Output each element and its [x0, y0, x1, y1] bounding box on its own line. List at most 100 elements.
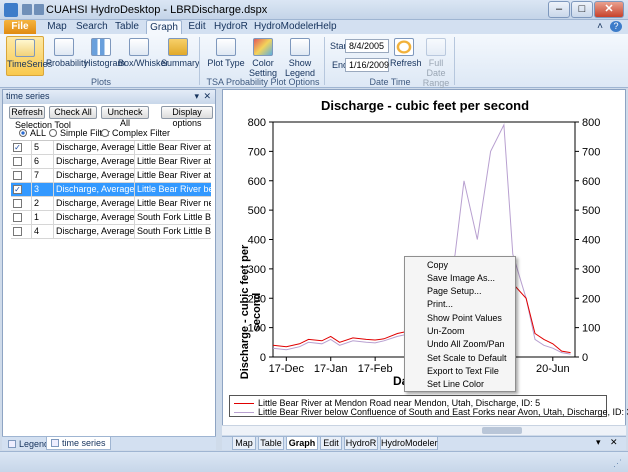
y-tick-label-right: 100 — [582, 323, 600, 335]
horizontal-scrollbar[interactable] — [222, 425, 626, 435]
row-checkbox[interactable] — [13, 199, 22, 208]
doc-tab-table[interactable]: Table — [258, 437, 284, 450]
radio-all[interactable]: ALL — [19, 128, 46, 138]
group-divider — [199, 37, 200, 85]
menu-item-print[interactable]: Print... — [427, 299, 454, 309]
tab-hydror[interactable]: HydroR — [214, 21, 248, 32]
tab-hydromodeler[interactable]: HydroModeler — [254, 21, 317, 32]
table-row[interactable]: 4 Discharge, Average South Fork Little B… — [11, 225, 211, 239]
refresh-icon — [394, 38, 414, 56]
plot-type-button[interactable]: Plot Type — [206, 36, 246, 76]
start-date-field[interactable]: 8/4/2005 — [345, 39, 389, 53]
probability-button[interactable]: Probability — [46, 36, 88, 76]
start-label: Start — [330, 41, 350, 51]
tab-table[interactable]: Table — [115, 21, 139, 32]
ribbon-tabs: File Map Search Table Graph Edit HydroR … — [0, 20, 628, 34]
doc-tab-hydror[interactable]: HydroR — [344, 437, 378, 450]
resize-grip-icon[interactable]: ⋰ — [613, 458, 622, 468]
pin-icon[interactable]: ▾ — [194, 91, 199, 101]
tab-legend[interactable]: Legend — [4, 437, 53, 450]
ribbon-minimize-icon[interactable]: ˄ — [597, 21, 603, 32]
tab-legend-label: Legend — [19, 438, 50, 449]
table-row[interactable]: ✓ 5 Discharge, Average Little Bear River… — [11, 141, 211, 155]
summary-button[interactable]: Summary — [161, 36, 200, 76]
tab-file[interactable]: File — [4, 20, 36, 34]
row-checkbox[interactable] — [13, 213, 22, 222]
refresh-list-button[interactable]: Refresh — [9, 106, 45, 119]
menu-item-set-line-color[interactable]: Set Line Color — [427, 379, 485, 389]
tab-graph[interactable]: Graph — [146, 20, 182, 34]
uncheck-all-button[interactable]: Uncheck All — [101, 106, 149, 128]
panel-close-icon[interactable]: ✕ — [203, 91, 211, 101]
x-tick-label: 17-Dec — [269, 363, 305, 375]
date-time-group-label: Date Time — [369, 77, 411, 87]
doc-close-icon[interactable]: ✕ — [610, 437, 618, 447]
full-date-range-icon — [426, 38, 446, 56]
table-row[interactable]: ✓ 3 Discharge, Average Little Bear River… — [11, 183, 211, 197]
tab-search[interactable]: Search — [76, 21, 108, 32]
table-row[interactable]: 6 Discharge, Average Little Bear River a… — [11, 155, 211, 169]
timeseries-icon — [15, 39, 35, 57]
row-checkbox[interactable]: ✓ — [13, 143, 22, 152]
quick-access-dropdown-icon[interactable] — [34, 4, 44, 15]
tab-list-icon[interactable]: ▾ — [596, 437, 601, 447]
y-tick-label-right: 600 — [582, 176, 600, 188]
tab-time-series[interactable]: time series — [46, 437, 111, 450]
save-icon[interactable] — [22, 4, 32, 15]
check-all-button[interactable]: Check All — [49, 106, 97, 119]
status-bar: ⋰ — [0, 451, 628, 472]
timeseries-button[interactable]: TimeSeries — [6, 36, 52, 76]
row-checkbox[interactable] — [13, 227, 22, 236]
row-checkbox[interactable] — [13, 171, 22, 180]
menu-item-export-text[interactable]: Export to Text File — [427, 366, 499, 376]
app-icon — [4, 3, 18, 17]
tab-help[interactable]: Help — [316, 21, 337, 32]
table-row[interactable]: 7 Discharge, Average Little Bear River a… — [11, 169, 211, 183]
plot-type-label: Plot Type — [207, 58, 245, 68]
table-row[interactable]: 2 Discharge, Average Little Bear River n… — [11, 197, 211, 211]
chart-title: Discharge - cubic feet per second — [320, 98, 530, 113]
doc-tab-map[interactable]: Map — [232, 437, 256, 450]
menu-item-copy[interactable]: Copy — [427, 260, 449, 270]
radio-complex-filter[interactable]: Complex Filter — [101, 128, 170, 138]
y-tick-label-right: 700 — [582, 146, 600, 158]
menu-item-un-zoom[interactable]: Un-Zoom — [427, 326, 465, 336]
table-row[interactable]: 1 Discharge, Average South Fork Little B… — [11, 211, 211, 225]
row-site: Little Bear River near ... — [134, 197, 211, 210]
radio-checked-icon — [19, 129, 27, 137]
refresh-button[interactable]: Refresh — [390, 36, 422, 76]
y-tick-label: 600 — [248, 176, 266, 188]
doc-tab-hydromodeler[interactable]: HydroModeler — [380, 437, 438, 450]
menu-item-show-point-values[interactable]: Show Point Values — [427, 313, 502, 323]
histogram-button[interactable]: Histogram — [84, 36, 125, 76]
box-whisker-button[interactable]: Box/Whisker — [118, 36, 169, 76]
color-setting-icon — [253, 38, 273, 56]
doc-tab-graph[interactable]: Graph — [286, 437, 318, 450]
row-checkbox[interactable]: ✓ — [13, 185, 22, 194]
show-legend-button[interactable]: Show Legend — [280, 36, 320, 78]
minimize-button[interactable]: – — [548, 1, 570, 18]
color-setting-button[interactable]: Color Setting — [248, 36, 278, 78]
full-date-range-button[interactable]: Full Date Range — [420, 36, 452, 88]
tab-map[interactable]: Map — [47, 21, 67, 32]
doc-tab-edit[interactable]: Edit — [320, 437, 342, 450]
menu-item-undo-all-zoom[interactable]: Undo All Zoom/Pan — [427, 339, 505, 349]
display-options-button[interactable]: Display options — [161, 106, 213, 128]
scroll-thumb[interactable] — [482, 427, 522, 434]
close-button[interactable]: ✕ — [594, 1, 624, 18]
help-icon[interactable]: ? — [610, 21, 622, 32]
radio-simple-filter[interactable]: Simple Filter — [49, 128, 110, 138]
menu-item-set-scale-default[interactable]: Set Scale to Default — [427, 353, 507, 363]
menu-item-page-setup[interactable]: Page Setup... — [427, 286, 482, 296]
tab-edit[interactable]: Edit — [188, 21, 206, 32]
ribbon: TimeSeries Probability Histogram Box/Whi… — [0, 34, 628, 88]
box-whisker-label: Box/Whisker — [118, 58, 169, 68]
end-date-field[interactable]: 1/16/2009 — [345, 58, 389, 72]
row-checkbox[interactable] — [13, 157, 22, 166]
menu-item-save-image[interactable]: Save Image As... — [427, 273, 496, 283]
panel-header: time series ▾ ✕ — [3, 90, 215, 104]
row-variable: Discharge, Average — [53, 225, 134, 238]
probability-icon — [54, 38, 74, 56]
maximize-button[interactable]: □ — [571, 1, 593, 18]
selection-tool-label: Selection Tool — [15, 120, 71, 130]
